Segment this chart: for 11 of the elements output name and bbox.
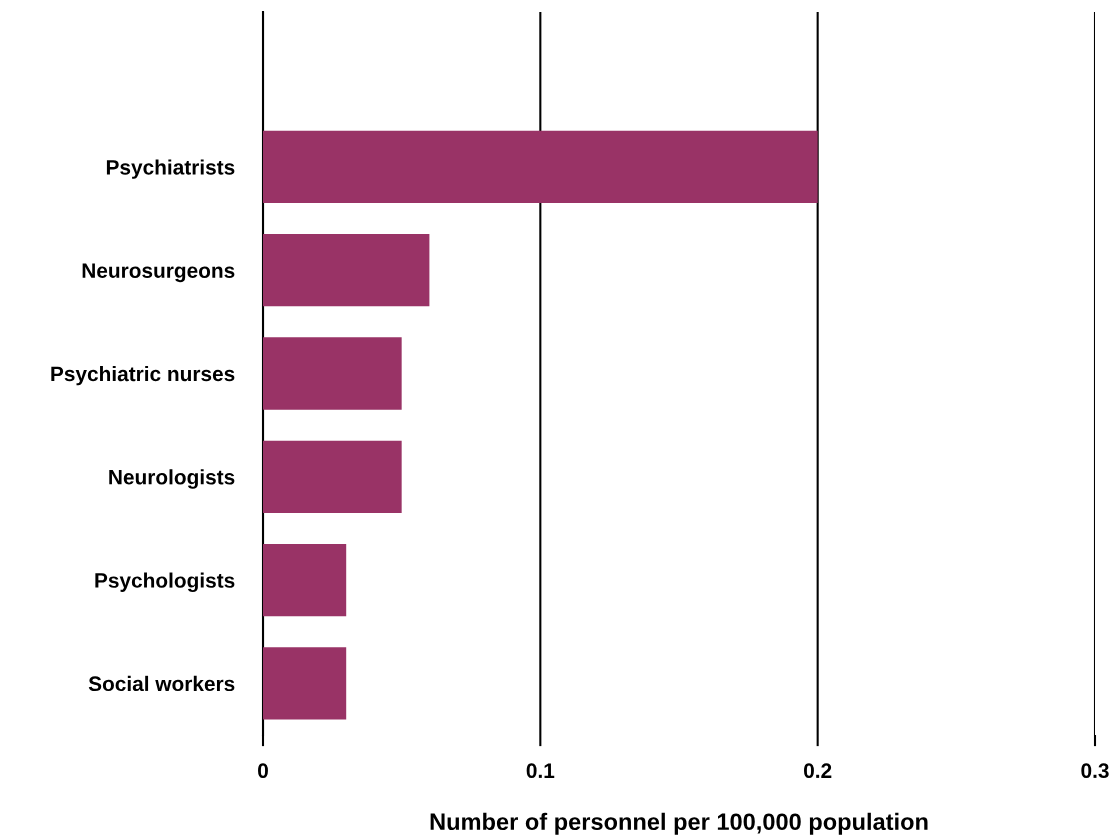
y-tick-label: Psychiatric nurses bbox=[51, 365, 235, 386]
x-axis-title: Number of personnel per 100,000 population bbox=[430, 812, 928, 835]
x-tick-label: 0.2 bbox=[804, 763, 832, 779]
x-tick-label: 0.3 bbox=[1081, 763, 1109, 779]
y-tick-label: Social workers bbox=[88, 675, 235, 692]
x-tick-label: 0 bbox=[258, 763, 268, 779]
y-tick-label: Psychiatrists bbox=[106, 159, 235, 179]
y-tick-label: Psychologists bbox=[95, 572, 235, 593]
x-tick-label: 0.1 bbox=[526, 763, 555, 779]
y-tick-label: Neurosurgeons bbox=[82, 263, 235, 283]
y-tick-label: Neurologists bbox=[109, 469, 235, 489]
